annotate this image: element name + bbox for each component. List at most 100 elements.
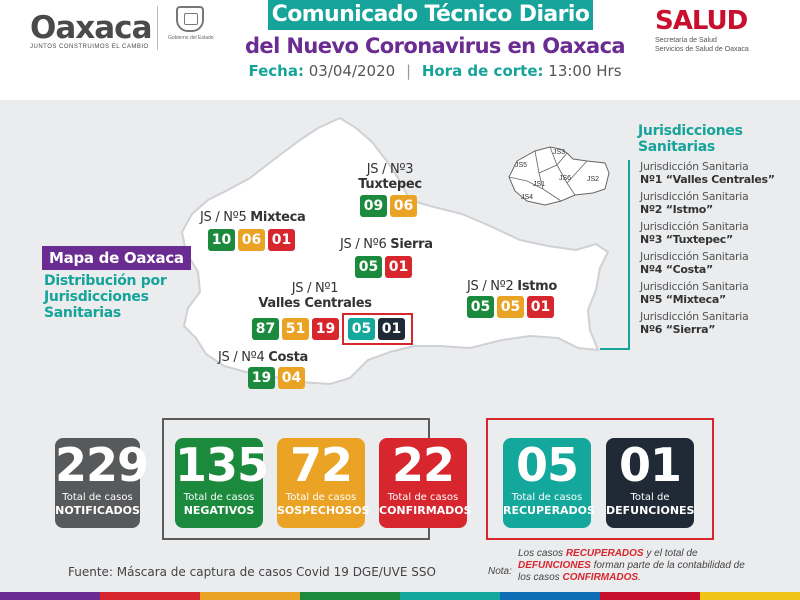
legend-item: Jurisdicción Sanitaria Nº5 “Mixteca”	[640, 280, 790, 306]
legend-item: Jurisdicción Sanitaria Nº4 “Costa”	[640, 250, 790, 276]
valles-extra-value-1: 01	[378, 318, 405, 340]
inset-label-js2: JS2	[587, 176, 599, 183]
total-confirmados-label: CONFIRMADOS	[379, 504, 472, 517]
js-istmo-chips: 05 05 01	[467, 296, 554, 318]
legend-item-line2: Nº2 “Istmo”	[640, 203, 713, 216]
legend-item: Jurisdicción Sanitaria Nº6 “Sierra”	[640, 310, 790, 336]
js-valles-prefix: JS / Nº1	[291, 281, 339, 296]
inset-map: JS3 JS5 JS6 JS2 JS1 JS4	[508, 146, 610, 206]
total-confirmados-number: 22	[391, 438, 455, 492]
total-notificados-number: 229	[55, 438, 149, 492]
js-costa-label: JS / Nº4 Costa	[218, 350, 308, 365]
total-defunciones-label: DEFUNCIONES	[606, 504, 695, 517]
total-defunciones-number: 01	[618, 438, 682, 492]
js-sierra-label: JS / Nº6 Sierra	[340, 237, 433, 252]
total-sospechosos-caption: Total de casos	[285, 492, 357, 503]
total-sospechosos-number: 72	[289, 438, 353, 492]
tuxtepec-value-0: 09	[360, 195, 387, 217]
hora-label: Hora de corte:	[421, 62, 544, 80]
salud-sub1: Secretaría de Salud	[655, 37, 717, 44]
istmo-value-1: 05	[497, 296, 524, 318]
js-valles-extra-chips: 05 01	[348, 318, 405, 340]
legend-item-line2: Nº1 “Valles Centrales”	[640, 173, 775, 186]
fecha-value: 03/04/2020	[308, 62, 396, 80]
js-valles-label: JS / Nº1 Valles Centrales	[250, 281, 380, 311]
legend-line	[628, 160, 630, 348]
tuxtepec-value-1: 06	[390, 195, 417, 217]
js-tuxtepec-chips: 09 06	[360, 195, 417, 217]
salud-brand: SALUD	[655, 6, 748, 36]
legend-item-line2: Nº5 “Mixteca”	[640, 293, 726, 306]
fecha-label: Fecha:	[248, 62, 304, 80]
legend-item-line1: Jurisdicción Sanitaria	[640, 160, 749, 173]
nota-part1: Los casos	[518, 548, 566, 559]
legend-item-line1: Jurisdicción Sanitaria	[640, 280, 749, 293]
valles-value-2: 19	[312, 318, 339, 340]
inset-label-js4: JS4	[521, 194, 533, 201]
js-mixteca-prefix: JS / Nº5	[200, 210, 247, 225]
oaxaca-logo-word: Oaxaca	[30, 10, 152, 46]
total-confirmados: 22 Total de casos CONFIRMADOS	[379, 438, 472, 528]
js-sierra-prefix: JS / Nº6	[340, 237, 387, 252]
js-costa-name: Costa	[268, 350, 308, 365]
total-notificados-label: NOTIFICADOS	[55, 504, 140, 517]
js-costa-prefix: JS / Nº4	[218, 350, 265, 365]
nota-part2: y el total de	[643, 548, 698, 559]
date-line: Fecha: 03/04/2020 | Hora de corte: 13:00…	[245, 62, 625, 80]
page-title: Comunicado Técnico Diario	[268, 0, 593, 30]
total-recuperados-label: RECUPERADOS	[503, 504, 595, 517]
government-seal: Gobierno del Estado	[157, 6, 214, 50]
total-negativos: 135 Total de casos NEGATIVOS	[175, 438, 269, 528]
total-negativos-label: NEGATIVOS	[183, 504, 255, 517]
js-tuxtepec-label: JS / Nº3 Tuxtepec	[345, 162, 435, 192]
istmo-value-0: 05	[467, 296, 494, 318]
legend-item-line1: Jurisdicción Sanitaria	[640, 190, 749, 203]
oaxaca-logo-slogan: JUNTOS CONSTRUIMOS EL CAMBIO	[30, 44, 149, 50]
valles-value-1: 51	[282, 318, 309, 340]
legend-item: Jurisdicción Sanitaria Nº1 “Valles Centr…	[640, 160, 790, 186]
total-recuperados: 05 Total de casos RECUPERADOS	[503, 438, 595, 528]
legend-item-line1: Jurisdicción Sanitaria	[640, 220, 749, 233]
shield-icon	[176, 6, 204, 32]
salud-sub2: Servicios de Salud de Oaxaca	[655, 46, 749, 53]
total-recuperados-number: 05	[515, 438, 579, 492]
sierra-value-1: 01	[385, 256, 412, 278]
legend-item-line1: Jurisdicción Sanitaria	[640, 250, 749, 263]
legend-list: Jurisdicción Sanitaria Nº1 “Valles Centr…	[640, 160, 790, 340]
js-costa-chips: 19 04	[248, 367, 305, 389]
total-recuperados-caption: Total de casos	[511, 492, 583, 503]
mixteca-value-1: 06	[238, 229, 265, 251]
oaxaca-logo: Oaxaca JUNTOS CONSTRUIMOS EL CAMBIO	[30, 10, 152, 50]
mixteca-value-2: 01	[268, 229, 295, 251]
inset-label-js5: JS5	[515, 162, 527, 169]
costa-value-0: 19	[248, 367, 275, 389]
inset-label-js1: JS1	[533, 181, 545, 188]
totals-frame-red	[486, 418, 714, 540]
seal-caption: Gobierno del Estado	[168, 35, 214, 41]
color-stripe	[0, 592, 800, 600]
hora-value: 13:00 Hrs	[548, 62, 622, 80]
js-mixteca-label: JS / Nº5 Mixteca	[200, 210, 306, 225]
page-subtitle: del Nuevo Coronavirus en Oaxaca	[245, 34, 626, 58]
sierra-value-0: 05	[355, 256, 382, 278]
total-negativos-caption: Total de casos	[183, 492, 255, 503]
nota-text: Los casos RECUPERADOS y el total de DEFU…	[518, 548, 748, 584]
legend-item-line2: Nº6 “Sierra”	[640, 323, 716, 336]
total-sospechosos-label: SOSPECHOSOS	[277, 504, 370, 517]
js-tuxtepec-prefix: JS / Nº3	[366, 162, 414, 177]
js-mixteca-chips: 10 06 01	[208, 229, 295, 251]
total-sospechosos: 72 Total de casos SOSPECHOSOS	[277, 438, 370, 528]
total-defunciones-caption: Total de	[630, 492, 670, 503]
js-mixteca-name: Mixteca	[250, 210, 306, 225]
source-note: Fuente: Máscara de captura de casos Covi…	[68, 565, 436, 579]
nota-confirmados: CONFIRMADOS	[562, 572, 639, 583]
js-valles-chips: 87 51 19	[252, 318, 339, 340]
inset-label-js6: JS6	[559, 175, 571, 182]
separator: |	[405, 62, 412, 80]
nota-defunciones: DEFUNCIONES	[518, 560, 591, 571]
nota-part4: .	[638, 572, 641, 583]
inset-label-js3: JS3	[553, 149, 565, 156]
legend-item-line1: Jurisdicción Sanitaria	[640, 310, 749, 323]
js-valles-name: Valles Centrales	[258, 296, 372, 311]
js-sierra-chips: 05 01	[355, 256, 412, 278]
